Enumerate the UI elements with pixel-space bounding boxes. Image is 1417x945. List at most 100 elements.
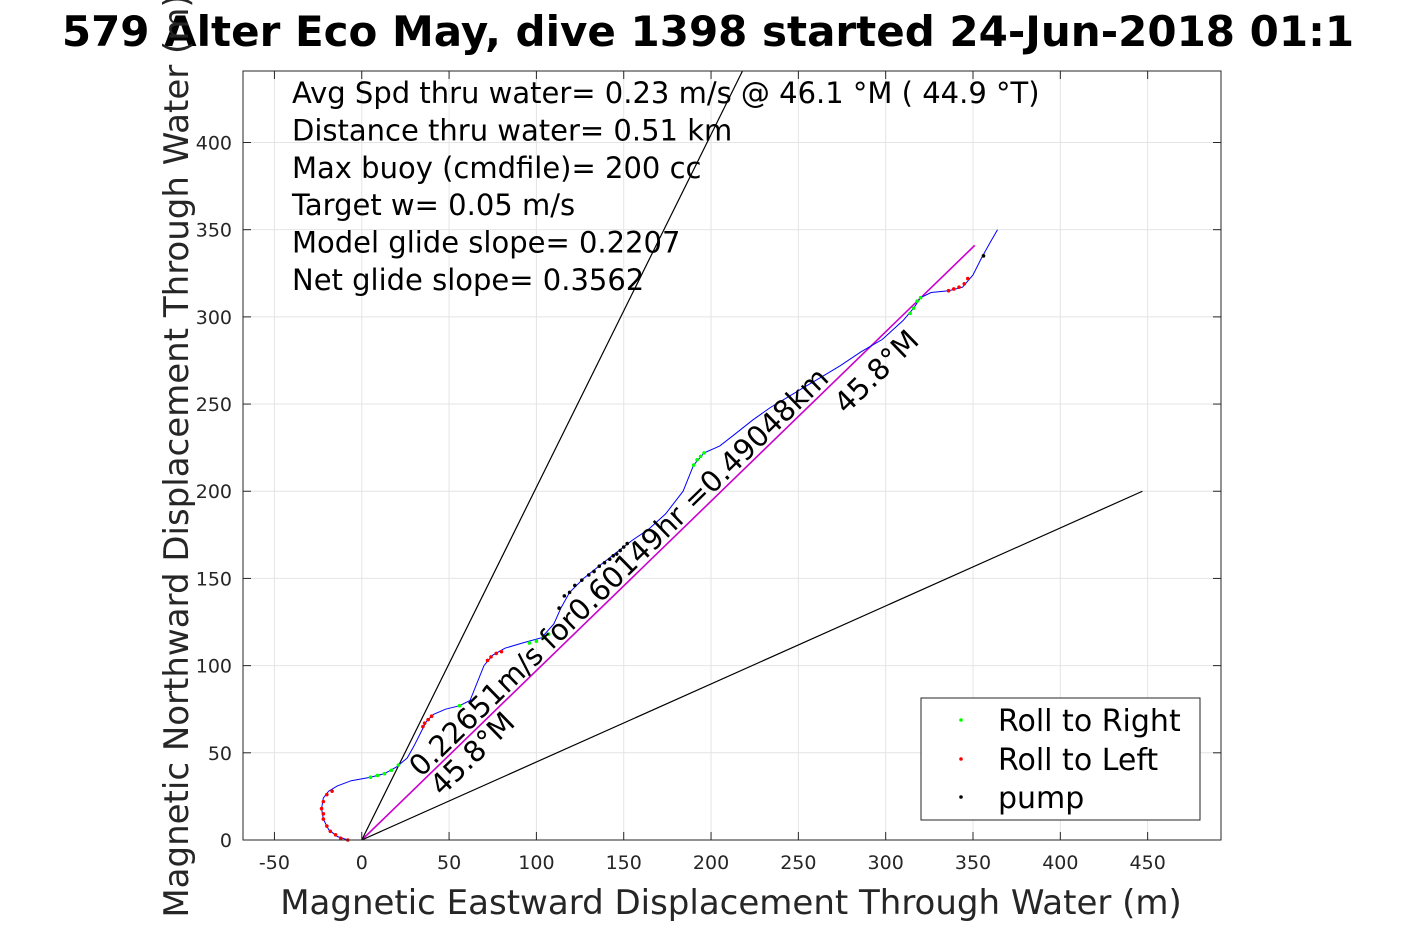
y-axis-label: Magnetic Northward Displacement Through … [157,0,197,918]
y-tick-label: 350 [196,220,232,242]
legend: Roll to Right Roll to Left pump [920,697,1201,821]
info-line: Target w= 0.05 m/s [291,188,575,222]
point-roll-to-right [702,451,706,455]
point-roll-to-left [951,287,956,291]
info-line: Distance thru water= 0.51 km [292,113,732,147]
y-tick-label: 100 [196,656,232,678]
point-roll-to-left [325,824,329,828]
x-tick-label: -50 [259,852,290,874]
info-line: Avg Spd thru water= 0.23 m/s @ 46.1 °M (… [292,76,1040,110]
x-tick-label: 350 [955,852,991,874]
point-roll-to-right [695,458,699,462]
point-roll-to-left [946,288,951,293]
point-roll-to-right [911,306,916,310]
legend-box [920,697,1201,821]
reference-line-bound-lower [361,490,1143,841]
point-pump [562,594,567,598]
point-roll-to-left [499,649,504,654]
axis-ticks: -50 0 50 100 150 200 250 300 350 400 450 0 50 100 150 2… [196,71,1221,874]
point-roll-to-left [429,714,434,718]
point-roll-to-left [426,717,430,722]
reference-line-bound-upper [361,70,744,841]
point-roll-to-right [382,771,387,776]
point-pump [586,573,591,577]
y-tick-label: 400 [196,132,232,154]
point-pump [621,545,626,549]
point-roll-to-right [527,641,532,645]
point-pump [614,552,619,556]
point-roll-to-right [691,463,696,467]
y-tick-label: 250 [196,394,232,416]
point-roll-to-right [915,299,919,303]
legend-label-roll-right: Roll to Right [998,704,1181,739]
point-roll-to-left [489,655,493,659]
point-pump [567,590,572,595]
point-pump [625,541,630,546]
legend-label-roll-left: Roll to Left [998,743,1158,778]
info-line: Model glide slope= 0.2207 [292,226,680,260]
info-line: Net glide slope= 0.3562 [292,263,644,297]
point-roll-to-right [546,632,551,637]
point-roll-to-right [396,763,401,767]
x-tick-label: 300 [868,852,904,874]
point-roll-to-left [957,285,961,290]
x-tick-label: 150 [606,852,642,874]
info-text-block: Avg Spd thru water= 0.23 m/s @ 46.1 °M (… [291,76,1040,297]
point-pump [573,583,577,588]
y-tick-label: 300 [196,307,232,329]
track-label: 0.22651m/s for0.60149hr =0.49048km [402,361,835,783]
point-roll-to-left [962,281,967,286]
point-roll-to-right [541,635,546,640]
x-tick-label: 200 [693,852,729,874]
point-roll-to-left [330,789,334,793]
point-roll-to-right [698,454,703,459]
reference-lines [361,70,1143,841]
marker-points [319,254,986,842]
point-roll-to-right [908,311,912,316]
legend-marker-roll-left [959,757,963,761]
legend-marker-pump [959,795,963,799]
y-tick-label: 0 [220,830,232,852]
x-tick-label: 100 [518,852,554,874]
point-pump [580,578,584,582]
point-roll-to-left [321,812,326,816]
x-tick-label: 50 [437,852,461,874]
info-line: Max buoy (cmdfile)= 200 cc [292,151,701,185]
point-roll-to-left [422,721,427,725]
point-roll-to-left [321,799,326,804]
x-tick-label: 400 [1042,852,1078,874]
point-roll-to-right [534,639,539,644]
y-tick-label: 200 [196,481,232,503]
legend-label-pump: pump [998,781,1084,816]
point-roll-to-right [389,768,394,773]
reference-line-heading [361,244,976,841]
point-roll-to-left [965,276,970,281]
point-roll-to-left [321,817,326,821]
chart-title: 579 Alter Eco May, dive 1398 started 24-… [62,7,1354,56]
heading-label-upper: 45.8°M [827,323,925,420]
point-roll-to-right [375,773,380,778]
plot-area-frame [242,70,1222,841]
point-roll-to-right [368,775,373,780]
point-pump [607,557,612,562]
point-roll-to-left [333,832,338,837]
point-roll-to-left [421,724,425,729]
x-tick-label: 0 [356,852,368,874]
x-tick-label: 250 [780,852,816,874]
point-pump [592,569,596,574]
point-roll-to-right [918,295,923,300]
point-roll-to-left [319,806,324,811]
x-tick-label: 450 [1130,852,1166,874]
point-roll-to-left [494,651,499,656]
point-pump [981,254,986,258]
point-roll-to-left [485,658,490,663]
point-roll-to-left [328,829,333,834]
point-roll-to-right [457,703,462,708]
point-pump [597,564,602,569]
point-pump [611,553,616,558]
x-axis-label: Magnetic Eastward Displacement Through W… [280,883,1182,923]
point-pump [618,548,623,553]
y-tick-label: 150 [196,568,232,590]
y-tick-label: 50 [208,743,232,765]
